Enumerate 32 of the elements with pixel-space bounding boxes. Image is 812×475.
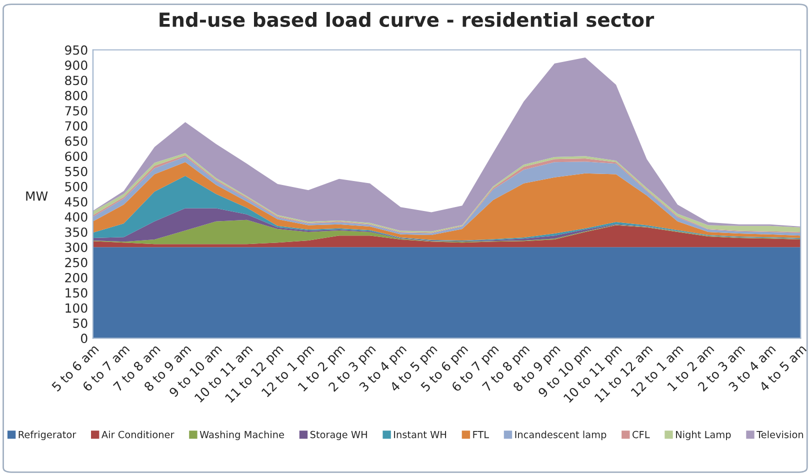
y-axis-title: MW: [26, 191, 48, 201]
y-tick-label: 500: [65, 182, 88, 192]
y-tick-label: 300: [65, 242, 88, 252]
y-tick-label: 250: [65, 258, 88, 268]
legend-label: Television: [756, 430, 804, 438]
y-tick-label: 900: [65, 60, 88, 70]
legend-label: Refrigerator: [18, 430, 76, 440]
y-tick-label: 350: [65, 227, 88, 237]
y-tick-label: 50: [73, 318, 88, 328]
chart-title: End-use based load curve - residential sector: [160, 12, 654, 28]
y-tick-label: 750: [65, 106, 88, 116]
y-tick-label: 650: [65, 136, 88, 146]
y-tick-label: 200: [65, 272, 88, 282]
y-tick-label: 950: [65, 45, 88, 55]
legend-label: Washing Machine: [200, 430, 284, 440]
y-tick-label: 100: [66, 303, 88, 313]
y-tick-label: 850: [65, 76, 88, 86]
legend-label: Storage WH: [310, 430, 367, 440]
legend-label: FTL: [473, 431, 489, 438]
y-tick-label: 450: [64, 197, 88, 207]
legend-label: CFL: [632, 430, 650, 438]
y-tick-label: 400: [64, 212, 88, 222]
legend-label: Night Lamp: [676, 430, 731, 440]
y-tick-label: 550: [65, 166, 88, 176]
y-tick-label: 700: [65, 121, 88, 131]
y-tick-label: 0: [80, 334, 88, 344]
y-tick-label: 150: [66, 288, 88, 298]
legend-label: Instant WH: [394, 431, 446, 438]
y-tick-label: 800: [65, 90, 88, 100]
legend-label: Air Conditioner: [102, 430, 174, 438]
legend-label: Incandescent lamp: [515, 430, 606, 440]
y-tick-label: 600: [65, 152, 88, 162]
